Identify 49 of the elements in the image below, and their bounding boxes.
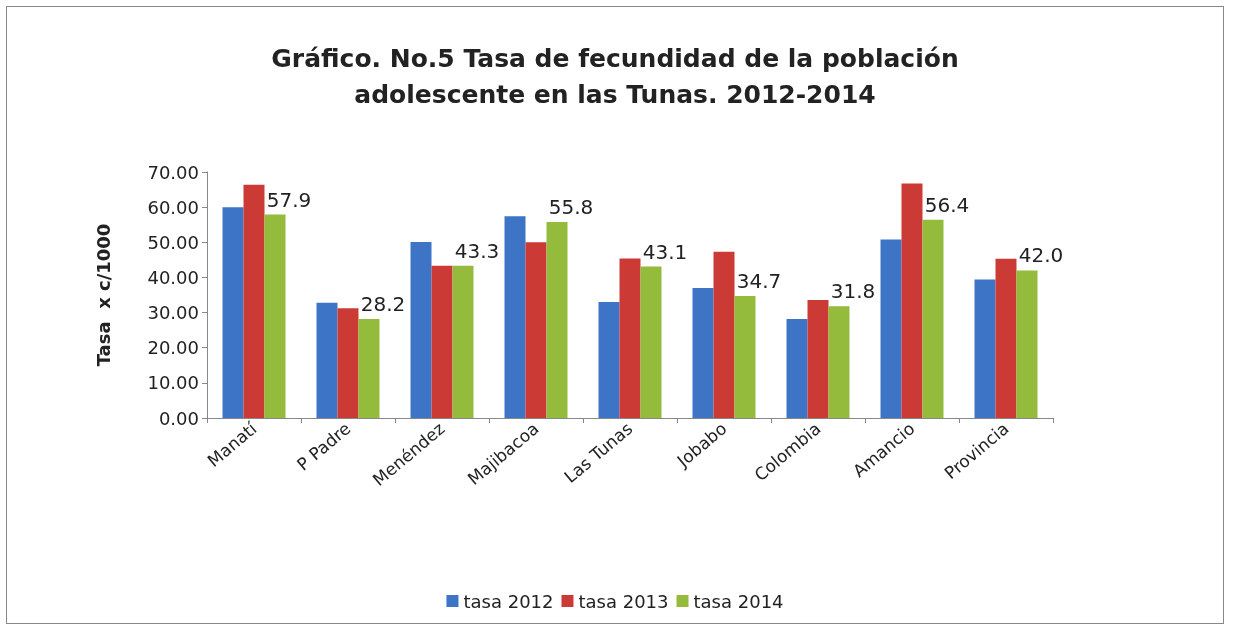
bar bbox=[337, 308, 359, 418]
bar bbox=[901, 183, 923, 418]
data-label: 28.2 bbox=[360, 291, 406, 316]
bar bbox=[786, 318, 808, 418]
y-axis-title: Tasa x c/1000 bbox=[92, 223, 114, 367]
y-tick-label: 20.00 bbox=[147, 337, 199, 359]
bar bbox=[504, 216, 526, 418]
data-label: 57.9 bbox=[266, 187, 312, 212]
y-tick-label: 50.00 bbox=[147, 231, 199, 253]
legend-label: tasa 2012 bbox=[463, 590, 554, 612]
bar bbox=[692, 287, 714, 418]
bar bbox=[974, 279, 996, 418]
bar bbox=[243, 184, 265, 418]
bar bbox=[316, 302, 338, 418]
y-tick-label: 60.00 bbox=[147, 196, 199, 218]
y-tick-label: 70.00 bbox=[147, 161, 199, 183]
y-tick-label: 30.00 bbox=[147, 302, 199, 324]
bar bbox=[995, 258, 1017, 418]
bar bbox=[452, 265, 474, 418]
bar bbox=[410, 241, 432, 418]
bar bbox=[734, 296, 756, 418]
chart-title: Gráfico. No.5 Tasa de fecundidad de la población adolescente en las Tunas. 2012-2014 bbox=[271, 43, 959, 109]
bar bbox=[222, 207, 244, 418]
bar bbox=[1016, 270, 1038, 418]
bar bbox=[431, 265, 453, 418]
data-label: 43.1 bbox=[642, 239, 688, 264]
bar bbox=[525, 242, 547, 418]
y-tick-label: 40.00 bbox=[147, 266, 199, 288]
data-label: 43.3 bbox=[454, 238, 500, 263]
bar bbox=[640, 266, 662, 418]
bar bbox=[807, 299, 829, 418]
data-label: 42.0 bbox=[1018, 243, 1064, 268]
y-tick-label: 0.00 bbox=[158, 407, 199, 429]
data-label: 55.8 bbox=[548, 194, 594, 219]
legend-label: tasa 2013 bbox=[578, 590, 669, 612]
bar bbox=[598, 302, 620, 418]
bar bbox=[358, 318, 380, 418]
legend-label: tasa 2014 bbox=[693, 590, 784, 612]
data-label: 56.4 bbox=[924, 192, 970, 217]
bar bbox=[619, 258, 641, 418]
bar bbox=[546, 221, 568, 418]
y-tick-label: 10.00 bbox=[147, 372, 199, 394]
bar bbox=[828, 306, 850, 418]
bar bbox=[713, 251, 735, 418]
data-label: 31.8 bbox=[830, 279, 876, 304]
bar bbox=[264, 214, 286, 418]
bar bbox=[922, 219, 944, 418]
bar bbox=[880, 239, 902, 418]
data-label: 34.7 bbox=[736, 269, 782, 294]
